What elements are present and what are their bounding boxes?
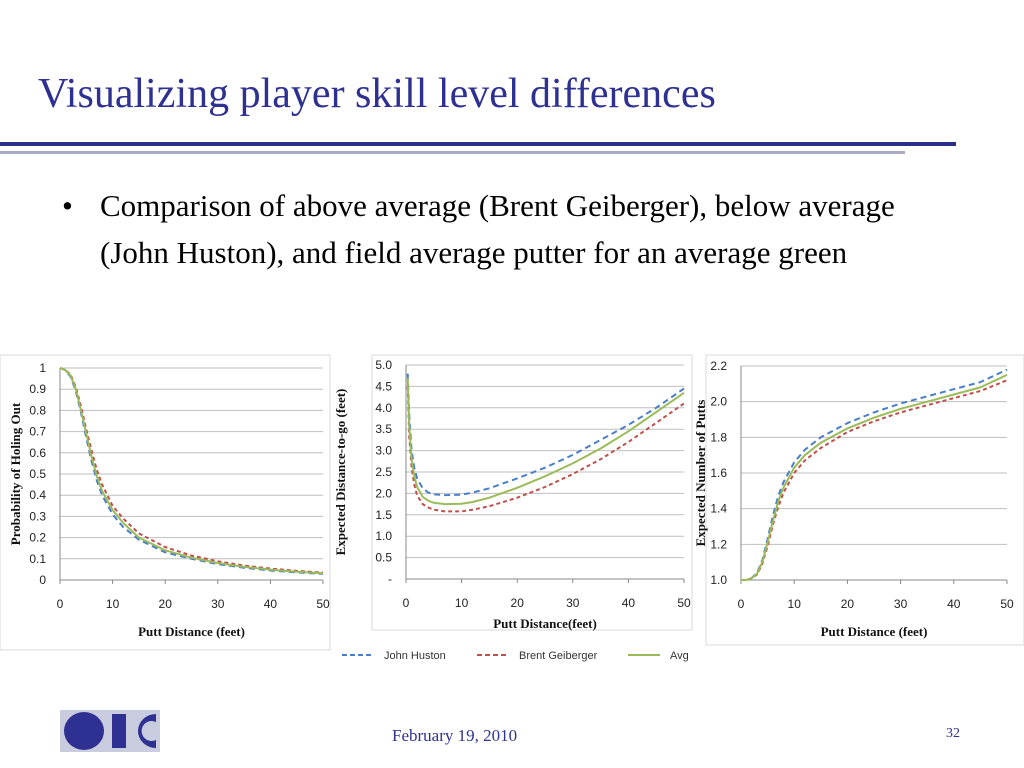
- plot-frame: [0, 354, 331, 651]
- y-tick-label: 1.2: [710, 537, 727, 551]
- y-tick-label: 0: [39, 573, 46, 587]
- chart-2: - 0.5 1.0 1.5 2.0 2.5 3.0 3.5 4.0 4.5 5.0 0 10 20 30 40…: [333, 354, 693, 631]
- y-tick-label: 1.6: [710, 466, 727, 480]
- x-tick-label: 50: [316, 597, 330, 611]
- chart-1: 00.10.20.30.40.50.60.70.80.910 10 20 30 40 50…: [0, 354, 331, 651]
- chart-legend: John Huston Brent Geiberger Avg: [342, 650, 689, 662]
- series-line-brent-geiberger: [406, 386, 685, 513]
- bullet-dot: •: [62, 188, 73, 223]
- title-divider: [0, 142, 956, 146]
- series-line-brent-geiberger: [59, 367, 324, 574]
- x-tick-label: 20: [511, 596, 525, 610]
- y-tick-label: 0.9: [29, 382, 46, 396]
- footer-date: February 19, 2010: [392, 726, 518, 745]
- series-line-avg: [406, 377, 685, 506]
- y-axis-label: Expected Number of Putts: [693, 400, 708, 547]
- y-tick-label: 1.5: [375, 508, 392, 522]
- y-tick-label: 0.5: [29, 467, 46, 481]
- y-tick-label: 0.3: [29, 509, 46, 523]
- x-tick-label: 0: [403, 596, 410, 610]
- x-tick-label: 10: [455, 596, 469, 610]
- legend-label: John Huston: [384, 650, 446, 662]
- x-tick-label: 50: [677, 596, 691, 610]
- x-tick-label: 0: [57, 597, 64, 611]
- slide-title: Visualizing player skill level differenc…: [38, 71, 716, 117]
- x-tick-label: 30: [566, 596, 580, 610]
- y-tick-label: 1.4: [710, 502, 727, 516]
- y-tick-label: 0.2: [29, 531, 46, 545]
- x-tick-label: 10: [788, 597, 802, 611]
- x-axis-label: Putt Distance(feet): [493, 616, 597, 631]
- y-tick-label: 2.0: [710, 395, 727, 409]
- y-tick-label: 1.0: [710, 573, 727, 587]
- company-logo: [60, 710, 160, 752]
- y-tick-label: 0.5: [375, 551, 392, 565]
- y-axis-label: Expected Distance-to-go (feet): [333, 389, 348, 556]
- page-number: 32: [946, 726, 960, 741]
- y-tick-label: 0.8: [29, 403, 46, 417]
- series-line-john-huston: [406, 373, 685, 497]
- bullet-text: Comparison of above average (Brent Geibe…: [100, 188, 895, 270]
- x-tick-label: 50: [1000, 597, 1014, 611]
- y-tick-label: 2.2: [710, 359, 727, 373]
- y-tick-label: 4.0: [375, 401, 392, 415]
- y-tick-label: 5.0: [375, 358, 392, 372]
- x-tick-label: 10: [106, 597, 120, 611]
- y-tick-label: 1: [39, 361, 46, 375]
- title-divider-shadow: [0, 151, 905, 154]
- y-axis-label: Probability of Holing Out: [8, 402, 23, 545]
- x-tick-label: 0: [738, 597, 745, 611]
- plot-frame: [705, 354, 1024, 646]
- series-line-avg: [59, 367, 324, 575]
- legend-label: Avg: [670, 650, 689, 662]
- x-tick-label: 40: [947, 597, 961, 611]
- series-line-john-huston: [741, 368, 1008, 581]
- legend-label: Brent Geiberger: [519, 650, 598, 662]
- y-tick-label: 3.5: [375, 422, 392, 436]
- y-tick-label: 0.1: [29, 552, 46, 566]
- y-tick-label: -: [388, 572, 392, 586]
- y-tick-label: 0.6: [29, 446, 46, 460]
- series-line-avg: [741, 373, 1008, 581]
- x-tick-label: 40: [264, 597, 278, 611]
- chart-3: 1.0 1.2 1.4 1.6 1.8 2.0 2.2 0 10 20 30 40 50 Putt Dis…: [693, 354, 1024, 646]
- x-tick-label: 40: [622, 596, 636, 610]
- x-tick-label: 20: [841, 597, 855, 611]
- y-tick-label: 2.0: [375, 486, 392, 500]
- x-axis-label: Putt Distance (feet): [138, 624, 245, 639]
- y-tick-label: 2.5: [375, 465, 392, 479]
- x-tick-label: 20: [159, 597, 173, 611]
- y-tick-label: 0.7: [29, 425, 46, 439]
- y-tick-label: 1.8: [710, 430, 727, 444]
- x-tick-label: 30: [894, 597, 908, 611]
- x-axis-label: Putt Distance (feet): [821, 624, 928, 639]
- y-tick-label: 3.0: [375, 444, 392, 458]
- y-tick-label: 4.5: [375, 379, 392, 393]
- y-tick-label: 0.4: [29, 488, 46, 502]
- y-tick-label: 1.0: [375, 529, 392, 543]
- x-tick-label: 30: [211, 597, 225, 611]
